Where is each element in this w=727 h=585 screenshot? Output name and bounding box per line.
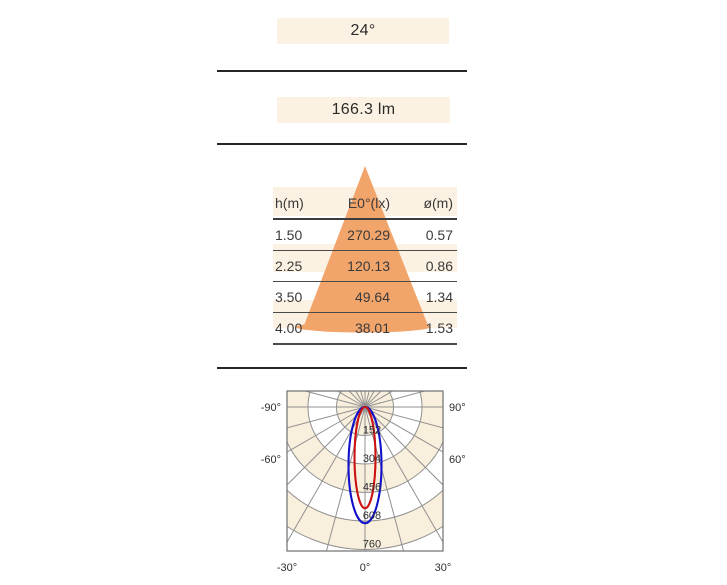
polar-angle-label: -30° <box>277 562 297 574</box>
polar-ring-label: 456 <box>363 482 381 494</box>
beam-angle-value: 24° <box>350 22 376 39</box>
cone-table-cell: 38.01 <box>330 312 393 345</box>
cone-table-cell: 270.29 <box>330 219 393 251</box>
intensity-curve-red-lobe <box>353 405 377 510</box>
polar-angle-label: 30° <box>435 562 452 574</box>
cone-table-cell: 0.86 <box>393 250 457 282</box>
cone-table-row: 4.00 38.01 1.53 <box>273 312 457 345</box>
cone-table-cell: 1.50 <box>273 219 330 251</box>
cone-table-body: 1.50 270.29 0.57 2.25 120.13 0.86 3.50 49.64 1.3… <box>273 219 457 345</box>
cone-table-header-cell: ø(m) <box>393 187 457 220</box>
divider <box>217 367 467 369</box>
cone-table-cell: 1.34 <box>393 281 457 313</box>
polar-angle-label: -60° <box>261 454 281 466</box>
cone-table-cell: 3.50 <box>273 281 330 313</box>
luminous-flux-value: 166.3 lm <box>331 101 396 118</box>
polar-ring-label: 760 <box>363 539 381 551</box>
cone-table-cell: 2.25 <box>273 250 330 282</box>
cone-table: h(m) E0°(lx) ø(m) 1.50 270.29 0.57 2.25 120.13… <box>273 187 457 345</box>
cone-table-cell: 1.53 <box>393 312 457 345</box>
cone-table-cell: 4.00 <box>273 312 330 345</box>
intensity-polar-chart: 152 304 456 608 760 -90° -60° -30° 0° 30° 60° 90° <box>261 390 466 574</box>
polar-angle-label: 90° <box>449 402 466 414</box>
cone-table-cell: 120.13 <box>330 250 393 282</box>
divider <box>217 143 467 145</box>
cone-table-row: 1.50 270.29 0.57 <box>273 219 457 251</box>
polar-ring-label: 304 <box>363 453 381 465</box>
polar-angle-label: -90° <box>261 402 281 414</box>
polar-ring-label: 608 <box>363 510 381 522</box>
cone-table-row: 3.50 49.64 1.34 <box>273 281 457 313</box>
cone-table-row: 2.25 120.13 0.86 <box>273 250 457 282</box>
cone-diagram: h(m) E0°(lx) ø(m) 1.50 270.29 0.57 2.25 120.13… <box>273 166 457 345</box>
polar-angle-label: 0° <box>360 562 371 574</box>
polar-angle-label: 60° <box>449 454 466 466</box>
cone-table-header-cell: h(m) <box>273 187 330 220</box>
cone-table-cell: 49.64 <box>330 281 393 313</box>
cone-table-header-row: h(m) E0°(lx) ø(m) <box>273 187 457 220</box>
divider <box>217 70 467 72</box>
cone-table-cell: 0.57 <box>393 219 457 251</box>
chart-border <box>286 390 444 552</box>
polar-grid <box>287 391 443 551</box>
cone-table-header-cell: E0°(lx) <box>330 187 393 220</box>
beam-angle-badge: 24° <box>277 18 449 44</box>
polar-ring-label: 152 <box>363 425 381 437</box>
luminous-flux-badge: 166.3 lm <box>277 97 450 123</box>
